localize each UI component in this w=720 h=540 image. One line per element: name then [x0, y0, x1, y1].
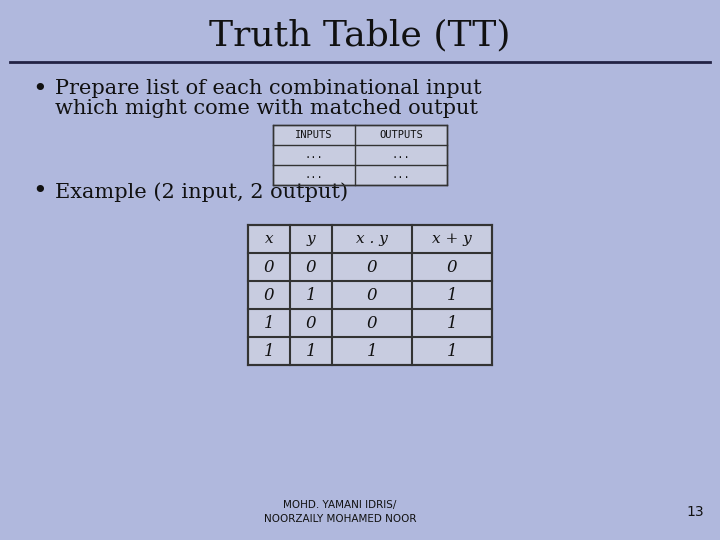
- Text: 1: 1: [306, 342, 316, 360]
- Text: 0: 0: [366, 259, 377, 275]
- Text: ...: ...: [392, 150, 410, 160]
- Text: 0: 0: [366, 287, 377, 303]
- Text: MOHD. YAMANI IDRIS/
NOORZAILY MOHAMED NOOR: MOHD. YAMANI IDRIS/ NOORZAILY MOHAMED NO…: [264, 500, 416, 524]
- Text: 0: 0: [306, 314, 316, 332]
- Text: 0: 0: [446, 259, 457, 275]
- FancyBboxPatch shape: [273, 125, 447, 185]
- Text: which might come with matched output: which might come with matched output: [55, 98, 478, 118]
- FancyBboxPatch shape: [248, 225, 492, 365]
- Text: ...: ...: [305, 170, 323, 180]
- Text: 0: 0: [366, 314, 377, 332]
- Text: 13: 13: [686, 505, 704, 519]
- Text: •: •: [32, 78, 47, 102]
- Text: ...: ...: [392, 170, 410, 180]
- Text: 1: 1: [446, 287, 457, 303]
- Text: 1: 1: [306, 287, 316, 303]
- Text: x . y: x . y: [356, 232, 388, 246]
- Text: Example (2 input, 2 output): Example (2 input, 2 output): [55, 182, 348, 202]
- Text: •: •: [32, 180, 47, 204]
- Text: OUTPUTS: OUTPUTS: [379, 130, 423, 140]
- Text: Truth Table (TT): Truth Table (TT): [210, 18, 510, 52]
- Text: ...: ...: [305, 150, 323, 160]
- Text: 1: 1: [264, 314, 274, 332]
- Text: 0: 0: [264, 259, 274, 275]
- Text: y: y: [307, 232, 315, 246]
- Text: 1: 1: [446, 314, 457, 332]
- Text: x + y: x + y: [432, 232, 472, 246]
- Text: 0: 0: [264, 287, 274, 303]
- Text: INPUTS: INPUTS: [295, 130, 333, 140]
- Text: 1: 1: [264, 342, 274, 360]
- Text: 1: 1: [366, 342, 377, 360]
- Text: 1: 1: [446, 342, 457, 360]
- Text: x: x: [265, 232, 274, 246]
- Text: Prepare list of each combinational input: Prepare list of each combinational input: [55, 78, 482, 98]
- Text: 0: 0: [306, 259, 316, 275]
